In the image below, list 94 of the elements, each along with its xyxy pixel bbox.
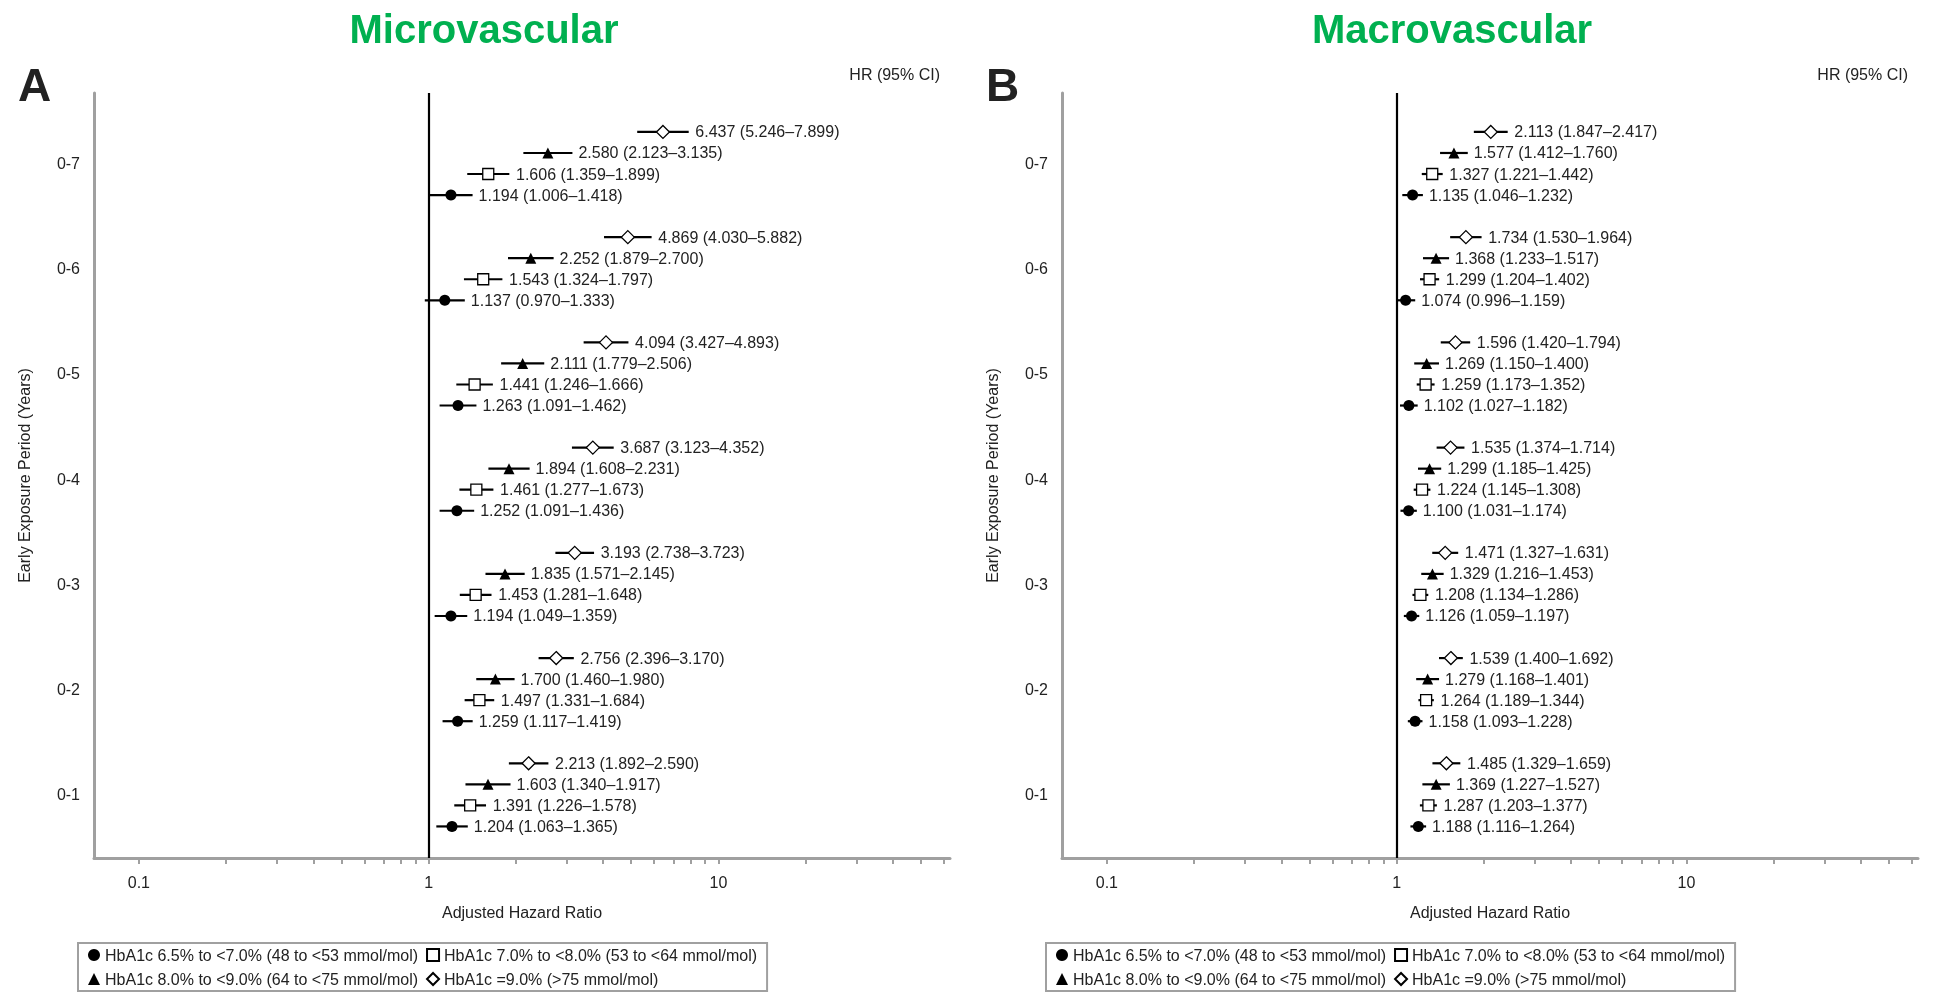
text: A: [18, 59, 52, 111]
y-tick-label: 0-6: [56, 260, 81, 278]
y-axis-title: Early Exposure Period (Years): [983, 368, 1001, 583]
data-label: 1.135 (1.046–1.232): [1428, 186, 1574, 204]
data-label: 1.264 (1.189–1.344): [1440, 691, 1585, 709]
data-label: 1.263 (1.091–1.462): [482, 397, 627, 415]
data-label: 1.252 (1.091–1.436): [480, 502, 625, 520]
data-label: 1.102 (1.027–1.182): [1423, 397, 1568, 415]
data-label: 1.074 (0.996–1.159): [1421, 291, 1566, 309]
data-label: 1.204 (1.063–1.365): [473, 817, 618, 835]
data-label: 1.158 (1.093–1.228): [1428, 712, 1573, 730]
chart-title: Microvascular: [349, 7, 619, 51]
y-tick-label: 0-3: [56, 575, 81, 593]
data-label: 1.543 (1.324–1.797): [509, 270, 654, 288]
data-label: 3.193 (2.738–3.723): [600, 544, 745, 562]
y-tick-label: 0-3: [1024, 575, 1049, 593]
data-label: 1.453 (1.281–1.648): [498, 586, 643, 604]
data-label: 1.188 (1.116–1.264): [1432, 817, 1576, 835]
data-label: 1.208 (1.134–1.286): [1434, 586, 1580, 604]
x-axis-title: Adjusted Hazard Ratio: [1409, 903, 1571, 921]
data-label: 1.137 (0.970–1.333): [470, 291, 615, 309]
data-label: 1.287 (1.203–1.377): [1443, 796, 1588, 814]
data-label: 2.756 (2.396–3.170): [580, 649, 725, 667]
y-tick-label: 0-1: [1024, 786, 1049, 804]
data-label: 2.213 (1.892–2.590): [555, 754, 700, 772]
data-label: 1.535 (1.374–1.714): [1471, 439, 1616, 457]
data-label: 1.269 (1.150–1.400): [1444, 354, 1590, 372]
data-label: 1.835 (1.571–2.145): [530, 565, 675, 583]
legend-label: HbA1c =9.0% (>75 mmol/mol): [1412, 970, 1627, 988]
data-label: 1.700 (1.460–1.980): [520, 670, 665, 688]
data-label: 1.606 (1.359–1.899): [515, 165, 661, 183]
data-label: 1.299 (1.204–1.402): [1445, 270, 1590, 288]
data-label: 2.111 (1.779–2.506): [550, 354, 692, 372]
y-tick-label: 0-5: [1024, 365, 1049, 383]
data-label: 1.194 (1.049–1.359): [473, 607, 618, 625]
legend-label: HbA1c =9.0% (>75 mmol/mol): [444, 970, 659, 988]
data-label: 1.224 (1.145–1.308): [1437, 481, 1582, 499]
text: HR (95% CI): [849, 65, 941, 83]
data-label: 1.461 (1.277–1.673): [500, 481, 645, 499]
y-tick-label: 0-5: [56, 365, 81, 383]
data-label: 2.252 (1.879–2.700): [559, 249, 704, 267]
legend-label: HbA1c 8.0% to <9.0% (64 to <75 mmol/mol): [1073, 970, 1387, 988]
y-tick-label: 0-4: [56, 470, 81, 488]
text: HR (95% CI): [1817, 65, 1909, 83]
data-label: 1.368 (1.233–1.517): [1455, 249, 1600, 267]
x-tick-label: 0.1: [1095, 873, 1119, 891]
y-tick-label: 0-1: [56, 786, 81, 804]
y-tick-label: 0-4: [1024, 470, 1049, 488]
data-label: 1.369 (1.227–1.527): [1455, 775, 1601, 793]
data-label: 1.299 (1.185–1.425): [1447, 460, 1592, 478]
y-tick-label: 0-7: [1024, 155, 1049, 172]
data-label: 1.194 (1.006–1.418): [478, 186, 623, 204]
legend-label: HbA1c 7.0% to <8.0% (53 to <64 mmol/mol): [444, 946, 758, 964]
text: B: [986, 59, 1020, 111]
data-label: 6.437 (5.246–7.899): [695, 123, 840, 141]
legend-label: HbA1c 7.0% to <8.0% (53 to <64 mmol/mol): [1412, 946, 1726, 964]
data-label: 1.329 (1.216–1.453): [1449, 565, 1594, 583]
data-label: 1.100 (1.031–1.174): [1422, 502, 1567, 520]
legend-label: HbA1c 6.5% to <7.0% (48 to <53 mmol/mol): [1073, 946, 1387, 964]
x-tick-label: 1: [1392, 873, 1402, 891]
data-label: 4.094 (3.427–4.893): [635, 333, 780, 351]
data-label: 1.577 (1.412–1.760): [1473, 144, 1618, 162]
y-tick-label: 0-6: [1024, 260, 1049, 278]
chart-title: Macrovascular: [1311, 7, 1593, 51]
data-label: 1.603 (1.340–1.917): [516, 775, 661, 793]
x-tick-label: 0.1: [127, 873, 151, 891]
data-label: 1.259 (1.173–1.352): [1441, 375, 1586, 393]
data-label: 1.391 (1.226–1.578): [492, 796, 637, 814]
data-label: 2.580 (2.123–3.135): [578, 144, 723, 162]
data-label: 1.734 (1.530–1.964): [1488, 228, 1633, 246]
x-tick-label: 1: [424, 873, 434, 891]
data-label: 1.126 (1.059–1.197): [1425, 607, 1570, 625]
x-axis-title: Adjusted Hazard Ratio: [441, 903, 603, 921]
legend-label: HbA1c 8.0% to <9.0% (64 to <75 mmol/mol): [105, 970, 419, 988]
data-label: 1.596 (1.420–1.794): [1476, 333, 1621, 351]
data-label: 4.869 (4.030–5.882): [658, 228, 803, 246]
data-label: 1.279 (1.168–1.401): [1445, 670, 1590, 688]
data-label: 1.485 (1.329–1.659): [1466, 754, 1612, 772]
y-tick-label: 0-2: [1024, 681, 1049, 699]
data-label: 1.894 (1.608–2.231): [535, 460, 680, 478]
data-label: 1.327 (1.221–1.442): [1449, 165, 1594, 183]
data-label: 1.539 (1.400–1.692): [1469, 649, 1614, 667]
data-label: 1.471 (1.327–1.631): [1464, 544, 1609, 562]
data-label: 2.113 (1.847–2.417): [1514, 123, 1658, 141]
legend-label: HbA1c 6.5% to <7.0% (48 to <53 mmol/mol): [105, 946, 419, 964]
data-label: 3.687 (3.123–4.352): [620, 439, 765, 457]
x-tick-label: 10: [1677, 873, 1696, 891]
x-tick-label: 10: [709, 873, 728, 891]
y-tick-label: 0-2: [56, 681, 81, 699]
data-label: 1.441 (1.246–1.666): [499, 375, 644, 393]
data-label: 1.497 (1.331–1.684): [500, 691, 645, 709]
y-axis-title: Early Exposure Period (Years): [15, 368, 33, 583]
data-label: 1.259 (1.117–1.419): [478, 712, 622, 730]
y-tick-label: 0-7: [56, 155, 81, 172]
